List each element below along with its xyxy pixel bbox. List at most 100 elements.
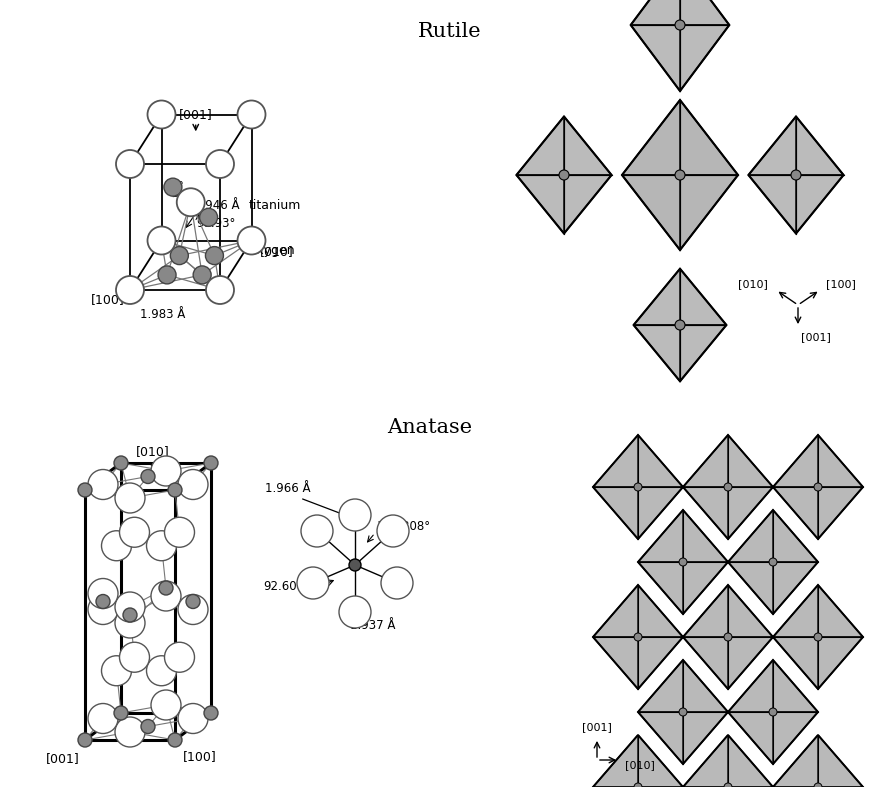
Polygon shape <box>680 325 726 381</box>
Polygon shape <box>564 175 612 234</box>
Text: [001]: [001] <box>801 332 831 342</box>
Circle shape <box>101 530 131 561</box>
Circle shape <box>675 20 685 30</box>
Polygon shape <box>773 585 818 637</box>
Circle shape <box>148 101 175 128</box>
Polygon shape <box>728 712 773 764</box>
Circle shape <box>297 567 329 599</box>
Polygon shape <box>796 116 844 175</box>
Circle shape <box>88 704 118 733</box>
Circle shape <box>115 717 145 747</box>
Circle shape <box>115 608 145 638</box>
Polygon shape <box>683 735 728 787</box>
Circle shape <box>171 246 188 264</box>
Circle shape <box>158 266 176 284</box>
Circle shape <box>159 581 173 595</box>
Circle shape <box>151 690 181 720</box>
Polygon shape <box>818 487 863 539</box>
Polygon shape <box>593 585 638 637</box>
Polygon shape <box>773 435 818 487</box>
Polygon shape <box>748 175 796 234</box>
Circle shape <box>679 558 687 566</box>
Circle shape <box>381 567 413 599</box>
Circle shape <box>339 499 371 531</box>
Circle shape <box>193 266 211 284</box>
Circle shape <box>178 704 208 733</box>
Circle shape <box>168 483 182 497</box>
Polygon shape <box>683 562 728 614</box>
Polygon shape <box>773 510 818 562</box>
Polygon shape <box>638 660 683 712</box>
Polygon shape <box>680 175 738 250</box>
Polygon shape <box>593 735 638 787</box>
Circle shape <box>814 483 822 491</box>
Circle shape <box>114 706 128 720</box>
Polygon shape <box>728 487 773 539</box>
Circle shape <box>88 578 118 608</box>
Polygon shape <box>683 435 728 487</box>
Polygon shape <box>773 562 818 614</box>
Polygon shape <box>680 100 738 175</box>
Circle shape <box>123 608 137 622</box>
Circle shape <box>178 594 208 625</box>
Polygon shape <box>634 325 680 381</box>
Circle shape <box>791 170 801 180</box>
Text: [100]: [100] <box>183 750 216 763</box>
Polygon shape <box>593 637 638 689</box>
Polygon shape <box>728 562 773 614</box>
Circle shape <box>200 209 217 227</box>
Text: 92.604°: 92.604° <box>263 580 310 593</box>
Circle shape <box>769 708 777 716</box>
Text: titanium: titanium <box>249 198 301 212</box>
Text: oxygen: oxygen <box>249 243 295 257</box>
Polygon shape <box>631 0 680 25</box>
Polygon shape <box>683 660 728 712</box>
Circle shape <box>120 642 150 672</box>
Polygon shape <box>638 562 683 614</box>
Circle shape <box>146 530 177 561</box>
Circle shape <box>204 706 218 720</box>
Polygon shape <box>680 25 730 91</box>
Circle shape <box>115 592 145 622</box>
Circle shape <box>814 633 822 641</box>
Text: Anatase: Anatase <box>387 418 473 437</box>
Polygon shape <box>517 116 564 175</box>
Text: [001]: [001] <box>47 752 80 765</box>
Circle shape <box>115 483 145 513</box>
Circle shape <box>165 517 194 547</box>
Polygon shape <box>728 637 773 689</box>
Circle shape <box>238 227 266 254</box>
Polygon shape <box>773 735 818 787</box>
Polygon shape <box>593 487 638 539</box>
Text: 90°: 90° <box>163 180 184 194</box>
Circle shape <box>724 633 732 641</box>
Circle shape <box>116 150 144 178</box>
Circle shape <box>165 642 194 672</box>
Polygon shape <box>728 735 773 787</box>
Polygon shape <box>680 268 726 325</box>
Polygon shape <box>680 0 730 25</box>
Polygon shape <box>683 585 728 637</box>
Polygon shape <box>773 637 818 689</box>
Circle shape <box>78 483 92 497</box>
Polygon shape <box>638 435 683 487</box>
Text: 1.983 Å: 1.983 Å <box>140 308 186 321</box>
Circle shape <box>724 783 732 787</box>
Circle shape <box>151 581 181 611</box>
Circle shape <box>349 559 361 571</box>
Text: 1.937 Å: 1.937 Å <box>350 619 395 632</box>
Polygon shape <box>683 637 728 689</box>
Polygon shape <box>593 435 638 487</box>
Text: [010]: [010] <box>136 445 170 459</box>
Polygon shape <box>638 735 683 787</box>
Polygon shape <box>773 660 818 712</box>
Text: [100]: [100] <box>92 293 125 306</box>
Polygon shape <box>818 735 863 787</box>
Circle shape <box>301 515 333 547</box>
Circle shape <box>559 170 569 180</box>
Circle shape <box>114 456 128 470</box>
Text: 102.308°: 102.308° <box>377 520 431 533</box>
Circle shape <box>205 246 224 264</box>
Polygon shape <box>683 510 728 562</box>
Polygon shape <box>683 487 728 539</box>
